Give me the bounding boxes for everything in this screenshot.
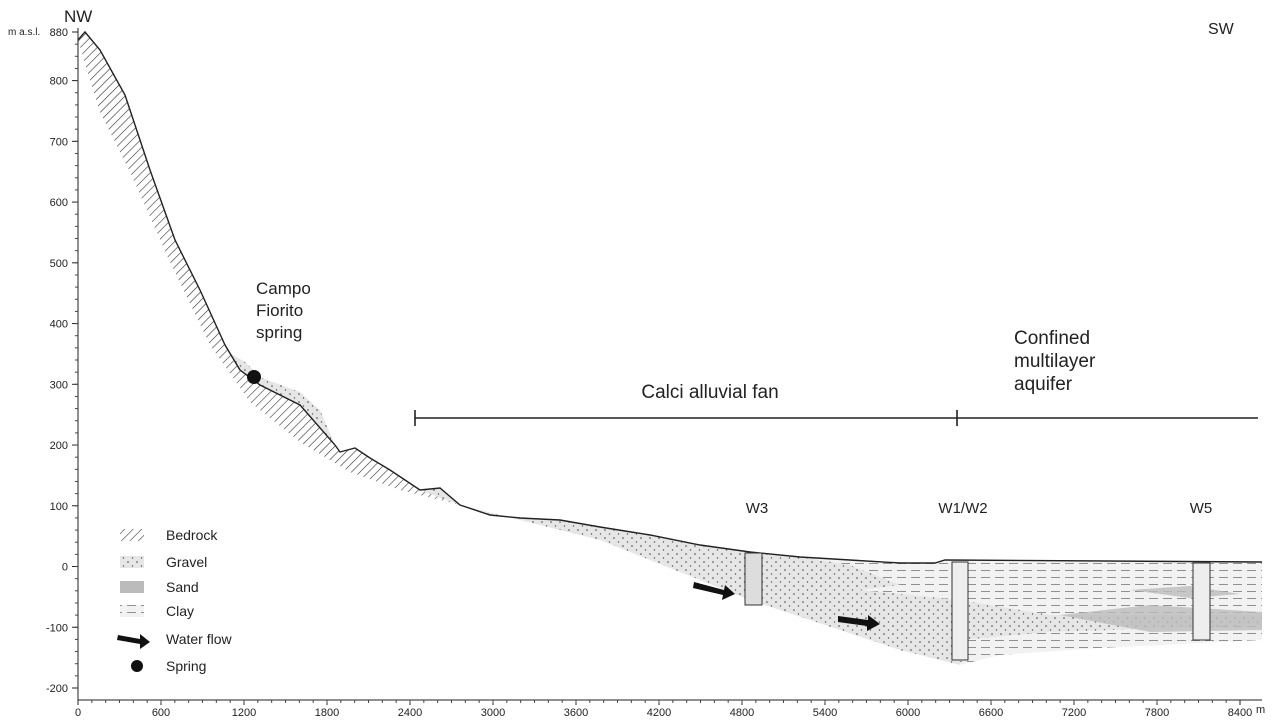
x-tick-label: 7200 <box>1062 707 1086 719</box>
y-tick-label: 100 <box>50 501 68 513</box>
legend-label: Bedrock <box>166 527 218 543</box>
y-tick-label: 200 <box>50 440 68 452</box>
x-tick-label: 2400 <box>398 707 422 719</box>
y-tick-label: 700 <box>50 136 68 148</box>
y-tick-label: 300 <box>50 379 68 391</box>
bedrock <box>78 32 460 505</box>
legend-swatch <box>117 634 150 649</box>
y-tick-label: 0 <box>62 562 68 574</box>
legend-label: Sand <box>166 579 199 595</box>
x-tick-label: 3600 <box>564 707 588 719</box>
x-tick-label: 5400 <box>813 707 837 719</box>
x-tick-label: 4800 <box>730 707 754 719</box>
sw-label: SW <box>1208 21 1235 38</box>
y-tick-label: 800 <box>50 76 68 88</box>
y-tick-label: -100 <box>46 622 68 634</box>
x-tick-label: 1800 <box>315 707 339 719</box>
well-label: W1/W2 <box>938 500 987 517</box>
legend-label: Clay <box>166 603 194 619</box>
spring-label: Fiorito <box>256 301 303 320</box>
x-tick-label: 4200 <box>647 707 671 719</box>
cross-section: NW SW m a.s.l. m Campo Fiorito spring Ca… <box>0 0 1278 720</box>
legend-swatch <box>120 529 144 541</box>
y-unit: m a.s.l. <box>8 27 40 38</box>
x-tick-label: 1200 <box>232 707 256 719</box>
x-tick-label: 7800 <box>1145 707 1169 719</box>
y-tick-label: 880 <box>50 27 68 39</box>
x-tick-label: 8400 <box>1228 707 1252 719</box>
y-tick-label: 600 <box>50 197 68 209</box>
nw-label: NW <box>64 7 92 26</box>
well-label: W3 <box>746 500 769 517</box>
legend-label: Spring <box>166 658 206 674</box>
aquifer-label: multilayer <box>1014 351 1096 372</box>
legend-label: Gravel <box>166 554 207 570</box>
y-tick-label: 500 <box>50 258 68 270</box>
well <box>952 562 968 660</box>
page: NW SW m a.s.l. m Campo Fiorito spring Ca… <box>0 0 1278 720</box>
legend-swatch <box>120 605 144 617</box>
legend-swatch <box>131 660 143 672</box>
aquifer-label: aquifer <box>1014 374 1073 395</box>
well <box>1193 563 1210 640</box>
fan-label: Calci alluvial fan <box>641 382 778 403</box>
x-tick-label: 3000 <box>481 707 505 719</box>
x-unit: m <box>1256 704 1265 716</box>
legend: Bedrock Gravel Sand Clay Water flow Spri… <box>117 527 232 674</box>
spring-label: Campo <box>256 279 311 298</box>
spring <box>247 370 261 384</box>
y-tick-label: 400 <box>50 319 68 331</box>
legend-swatch <box>120 556 144 568</box>
x-tick-label: 600 <box>152 707 170 719</box>
legend-label: Water flow <box>166 631 232 647</box>
x-tick-label: 0 <box>75 707 81 719</box>
x-tick-label: 6000 <box>896 707 920 719</box>
legend-swatch <box>120 581 144 593</box>
well-label: W5 <box>1190 500 1213 517</box>
y-tick-label: -200 <box>46 683 68 695</box>
x-tick-label: 6600 <box>979 707 1003 719</box>
aquifer-label: Confined <box>1014 328 1090 349</box>
well <box>745 553 762 605</box>
spring-label: spring <box>256 323 302 342</box>
